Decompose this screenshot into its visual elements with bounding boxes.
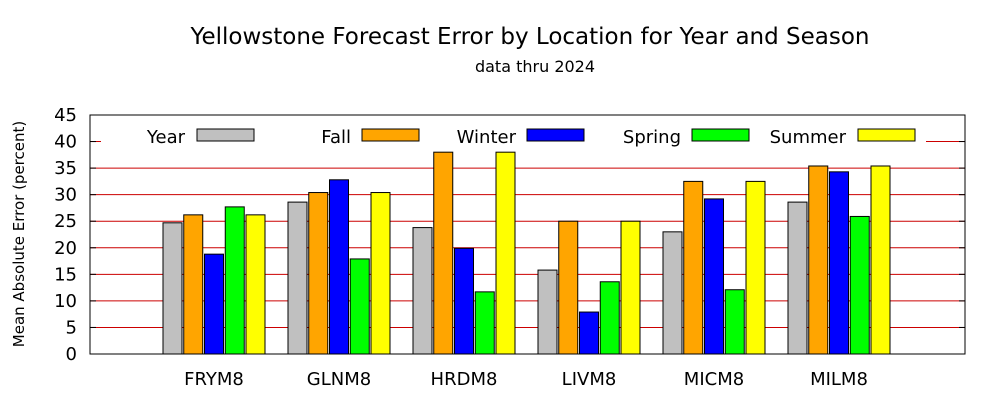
- bar-livm8-spring: [599, 281, 620, 355]
- y-axis-label: Mean Absolute Error (percent): [10, 121, 28, 347]
- bar-hrdm8-fall: [433, 151, 454, 355]
- y-tick-label: 35: [54, 158, 77, 179]
- y-tick-label: 30: [54, 185, 77, 206]
- y-tick-label: 5: [66, 317, 77, 338]
- bars: [162, 151, 891, 355]
- y-tick-label: 15: [54, 264, 77, 285]
- bar-micm8-spring: [724, 289, 745, 355]
- y-tick-label: 40: [54, 132, 77, 153]
- y-tick-label: 25: [54, 211, 77, 232]
- x-tick-label: LIVM8: [562, 369, 617, 390]
- bar-milm8-year: [787, 201, 808, 355]
- legend-swatch-fall: [361, 128, 420, 142]
- bar-hrdm8-year: [412, 227, 433, 355]
- y-tick-label: 20: [54, 238, 77, 259]
- bar-frym8-fall: [183, 214, 204, 355]
- bar-milm8-fall: [808, 165, 829, 355]
- chart-subtitle: data thru 2024: [475, 57, 595, 76]
- y-tick-label: 10: [54, 291, 77, 312]
- y-tick-label: 0: [66, 344, 77, 365]
- x-tick-label: HRDM8: [431, 369, 498, 390]
- legend-label-fall: Fall: [321, 127, 351, 148]
- bar-glnm8-year: [287, 201, 308, 355]
- bar-glnm8-winter: [329, 179, 349, 355]
- bar-milm8-summer: [870, 165, 891, 355]
- bar-frym8-year: [162, 222, 183, 355]
- axis-ticks: 0 5 10 15 20 25 30 35 40 45 FRYM8 GLNM8 HRDM8 LIVM8 MI…: [54, 105, 965, 390]
- bar-livm8-fall: [558, 220, 579, 355]
- bar-glnm8-summer: [370, 192, 391, 355]
- legend-label-year: Year: [146, 127, 186, 148]
- legend-swatch-winter: [526, 128, 585, 142]
- bar-milm8-winter: [829, 171, 849, 355]
- x-tick-label: MILM8: [810, 369, 868, 390]
- x-tick-label: GLNM8: [307, 369, 371, 390]
- legend-label-spring: Spring: [623, 127, 681, 148]
- plot-frame: [89, 114, 966, 355]
- bar-micm8-year: [662, 231, 683, 355]
- x-tick-label: MICM8: [684, 369, 744, 390]
- chart-title: Yellowstone Forecast Error by Location f…: [189, 24, 869, 50]
- legend: Year Fall Winter Spring Summer: [101, 124, 926, 148]
- bar-livm8-year: [537, 269, 558, 355]
- bar-hrdm8-spring: [474, 291, 495, 355]
- bar-hrdm8-summer: [495, 151, 516, 355]
- bar-livm8-winter: [579, 311, 599, 355]
- bar-milm8-spring: [849, 215, 870, 355]
- bar-glnm8-fall: [308, 192, 329, 355]
- legend-swatch-year: [196, 128, 255, 142]
- legend-swatch-spring: [691, 128, 750, 142]
- y-tick-label: 45: [54, 105, 77, 126]
- bar-micm8-summer: [745, 180, 766, 355]
- x-tick-label: FRYM8: [184, 369, 244, 390]
- bar-frym8-spring: [224, 206, 245, 355]
- bar-livm8-summer: [620, 220, 641, 355]
- bar-micm8-fall: [683, 180, 704, 355]
- bar-frym8-winter: [204, 253, 224, 355]
- bar-frym8-summer: [245, 214, 266, 355]
- bar-micm8-winter: [704, 198, 724, 355]
- legend-label-winter: Winter: [457, 127, 517, 148]
- legend-label-summer: Summer: [770, 127, 847, 148]
- bar-glnm8-spring: [349, 258, 370, 355]
- bar-hrdm8-winter: [454, 247, 474, 355]
- legend-swatch-summer: [857, 128, 916, 142]
